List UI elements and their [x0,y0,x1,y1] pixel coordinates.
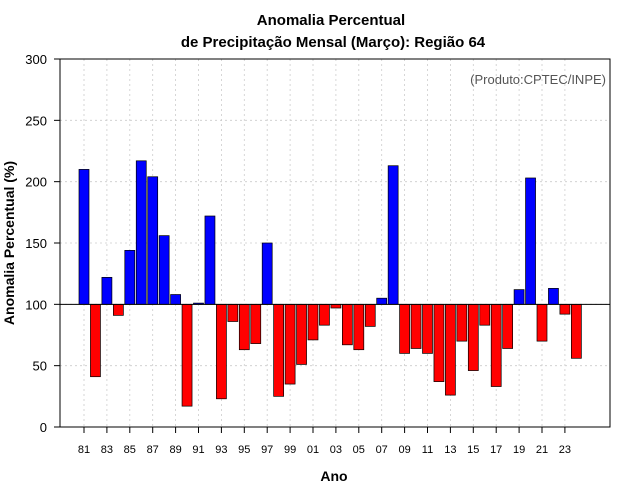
y-tick-label: 100 [25,297,47,312]
x-tick-label: 03 [330,444,342,456]
bar-84 [112,303,124,316]
y-axis-label: Anomalia Percentual (%) [1,161,17,325]
x-tick-label: 93 [215,444,227,456]
x-tick-label: 91 [192,444,204,456]
bars-layer [78,160,582,407]
x-tick-label: 17 [490,444,502,456]
y-tick-label: 0 [40,420,47,435]
bar-89 [170,294,181,305]
bar-86 [135,160,147,305]
bar-93 [216,303,227,400]
bar-92 [204,215,216,305]
bar-07 [376,297,388,305]
bar-12 [433,303,445,382]
bar-22 [548,288,559,305]
bar-08 [387,165,399,305]
x-tick-label: 81 [78,444,90,456]
x-tick-label: 15 [467,444,479,456]
bar-87 [147,176,159,305]
bar-15 [467,303,479,371]
y-tick-label: 250 [25,113,47,128]
bar-96 [250,303,262,344]
x-tick-label: 87 [147,444,159,456]
x-tick-label: 05 [353,444,365,456]
bar-20 [525,177,536,305]
bar-81 [78,169,90,305]
x-tick-label: 11 [422,444,433,456]
bar-05 [353,303,365,351]
x-tick-label: 21 [536,444,548,456]
bar-18 [502,303,513,349]
bar-06 [364,303,376,327]
credit-label: (Produto:CPTEC/INPE) [470,72,606,87]
bar-23 [559,303,571,315]
x-axis: 81 83 85 87 89 91 93 95 97 99 01 03 05 07 09 11 13 15 17 19… [78,427,571,456]
bar-10 [410,303,422,349]
bar-82 [90,303,101,378]
y-tick-label: 200 [25,175,47,190]
bar-83 [101,276,113,305]
chart-title-line2: de Precipitação Mensal (Março): Região 6… [181,34,486,51]
x-tick-label: 09 [398,444,410,456]
y-axis: 0 50 100 150 200 250 300 [25,52,60,435]
grid-layer [60,59,610,427]
x-tick-label: 95 [238,444,250,456]
x-tick-label: 99 [284,444,296,456]
bar-00 [296,303,307,365]
bar-04 [342,303,353,346]
bar-16 [479,303,491,326]
x-tick-label: 19 [513,444,525,456]
bar-17 [490,303,502,387]
y-tick-label: 150 [25,236,47,251]
chart-title-line1: Anomalia Percentual [257,12,405,29]
bar-88 [158,235,170,305]
bar-98 [273,303,284,397]
bar-13 [445,303,456,396]
bar-24 [570,303,582,359]
bar-09 [399,303,410,354]
bar-85 [124,250,136,305]
bar-95 [238,303,250,351]
y-tick-label: 50 [33,359,47,374]
x-tick-label: 89 [169,444,181,456]
bar-94 [227,303,239,322]
bar-03 [330,303,342,309]
x-axis-label: Ano [320,468,347,484]
bar-90 [181,303,193,407]
x-tick-label: 97 [261,444,273,456]
x-tick-label: 07 [376,444,388,456]
bar-02 [319,303,330,326]
y-tick-label: 300 [25,52,47,67]
x-tick-label: 85 [124,444,136,456]
x-tick-label: 23 [559,444,571,456]
bar-11 [422,303,433,354]
x-tick-label: 13 [444,444,456,456]
x-tick-label: 83 [101,444,113,456]
bar-14 [456,303,468,342]
bar-21 [536,303,548,342]
bar-01 [307,303,319,341]
bar-99 [284,303,296,385]
bar-19 [513,289,525,305]
x-tick-label: 01 [307,444,319,456]
bar-97 [261,242,273,305]
